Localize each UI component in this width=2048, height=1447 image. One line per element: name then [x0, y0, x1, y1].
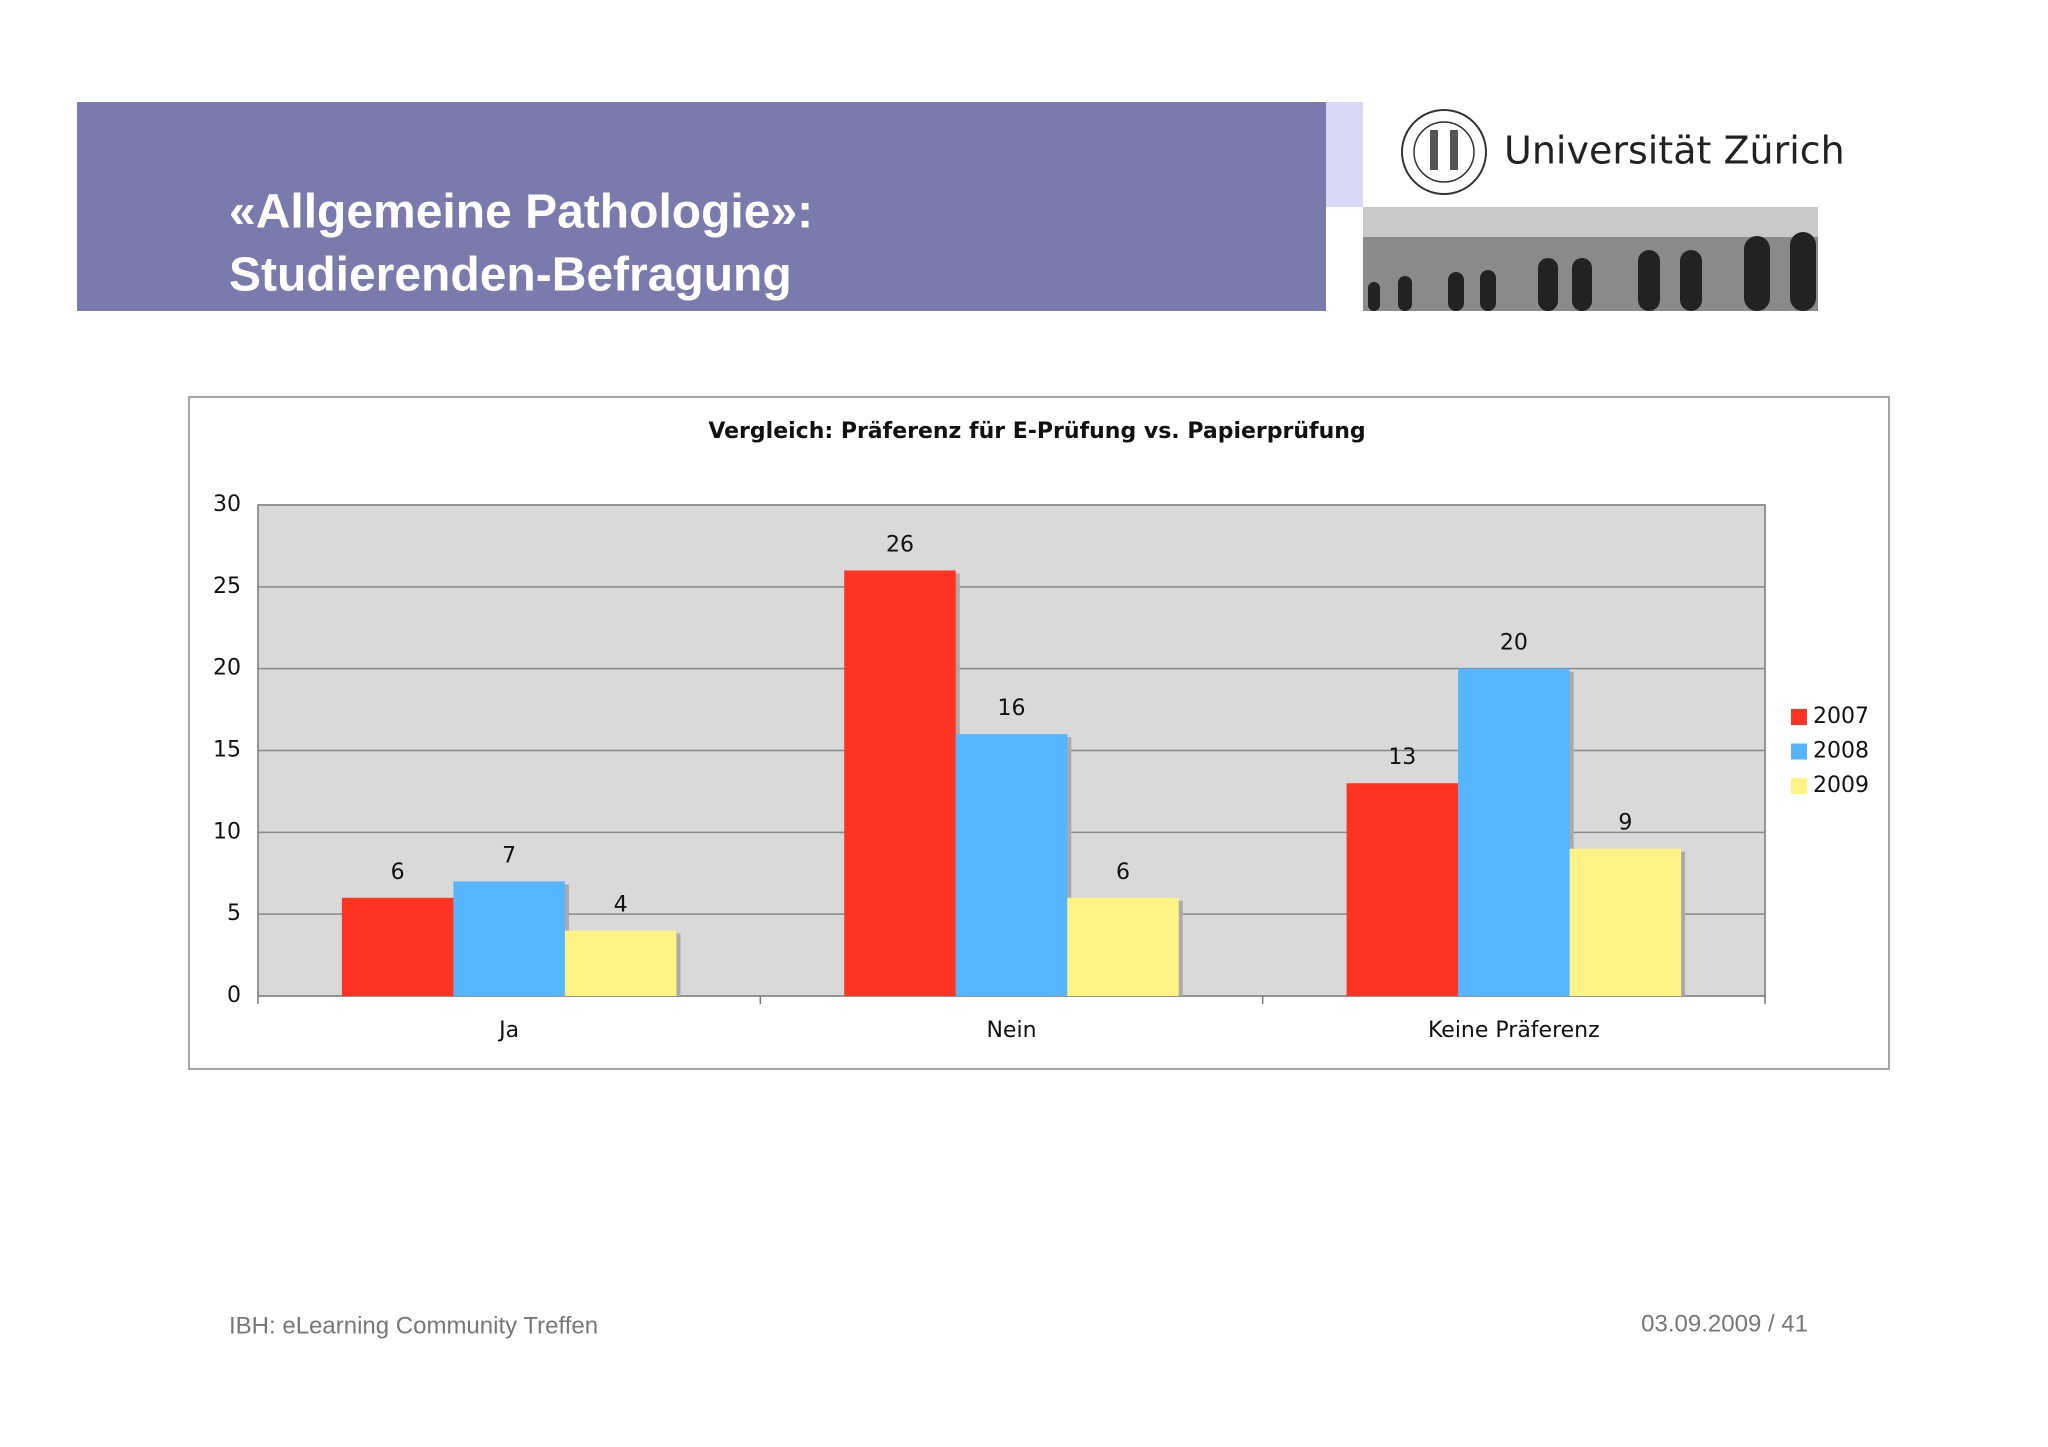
- bar: [1067, 897, 1179, 996]
- value-label: 20: [1500, 631, 1528, 656]
- legend-label: 2007: [1813, 704, 1869, 729]
- legend-swatch: [1791, 743, 1807, 760]
- chart-title: Vergleich: Präferenz für E-Prüfung vs. P…: [708, 419, 1365, 444]
- y-tick-label: 25: [213, 574, 241, 599]
- header-band: [77, 102, 1326, 311]
- y-tick-label: 10: [213, 819, 241, 844]
- slide-title: Studierenden-Befragung: [229, 249, 792, 302]
- slide-title: «Allgemeine Pathologie»:: [229, 186, 813, 239]
- value-label: 9: [1618, 811, 1632, 836]
- bar: [1569, 848, 1682, 996]
- bar: [844, 570, 956, 996]
- logo-text: Universität Zürich: [1504, 129, 1845, 173]
- x-tick-label: Nein: [986, 1018, 1036, 1043]
- y-tick-label: 30: [213, 492, 241, 517]
- bar: [564, 930, 677, 996]
- header-accent: [1326, 102, 1363, 207]
- value-label: 6: [1116, 860, 1130, 885]
- x-tick-label: Ja: [497, 1018, 519, 1043]
- value-label: 7: [502, 843, 516, 868]
- value-label: 4: [614, 893, 628, 918]
- legend-swatch: [1791, 709, 1807, 725]
- footer-left: IBH: eLearning Community Treffen: [229, 1312, 598, 1339]
- bar: [1458, 668, 1570, 996]
- value-label: 13: [1388, 745, 1416, 770]
- y-tick-label: 20: [213, 656, 241, 681]
- bar: [1346, 783, 1459, 996]
- x-tick-label: Keine Präferenz: [1428, 1018, 1600, 1043]
- value-label: 26: [886, 532, 914, 557]
- value-label: 16: [998, 696, 1026, 721]
- legend-swatch: [1791, 778, 1807, 794]
- bar: [341, 897, 454, 996]
- building-image: [1363, 207, 1818, 311]
- y-tick-label: 15: [213, 738, 241, 763]
- legend-label: 2008: [1813, 739, 1869, 764]
- footer-right: 03.09.2009 / 41: [1641, 1310, 1808, 1337]
- value-label: 6: [391, 860, 405, 885]
- bar: [453, 881, 565, 996]
- logo-seal: [1401, 109, 1487, 195]
- y-tick-label: 0: [227, 983, 241, 1008]
- y-tick-label: 5: [227, 901, 241, 926]
- bar: [955, 734, 1068, 996]
- legend-label: 2009: [1813, 773, 1869, 798]
